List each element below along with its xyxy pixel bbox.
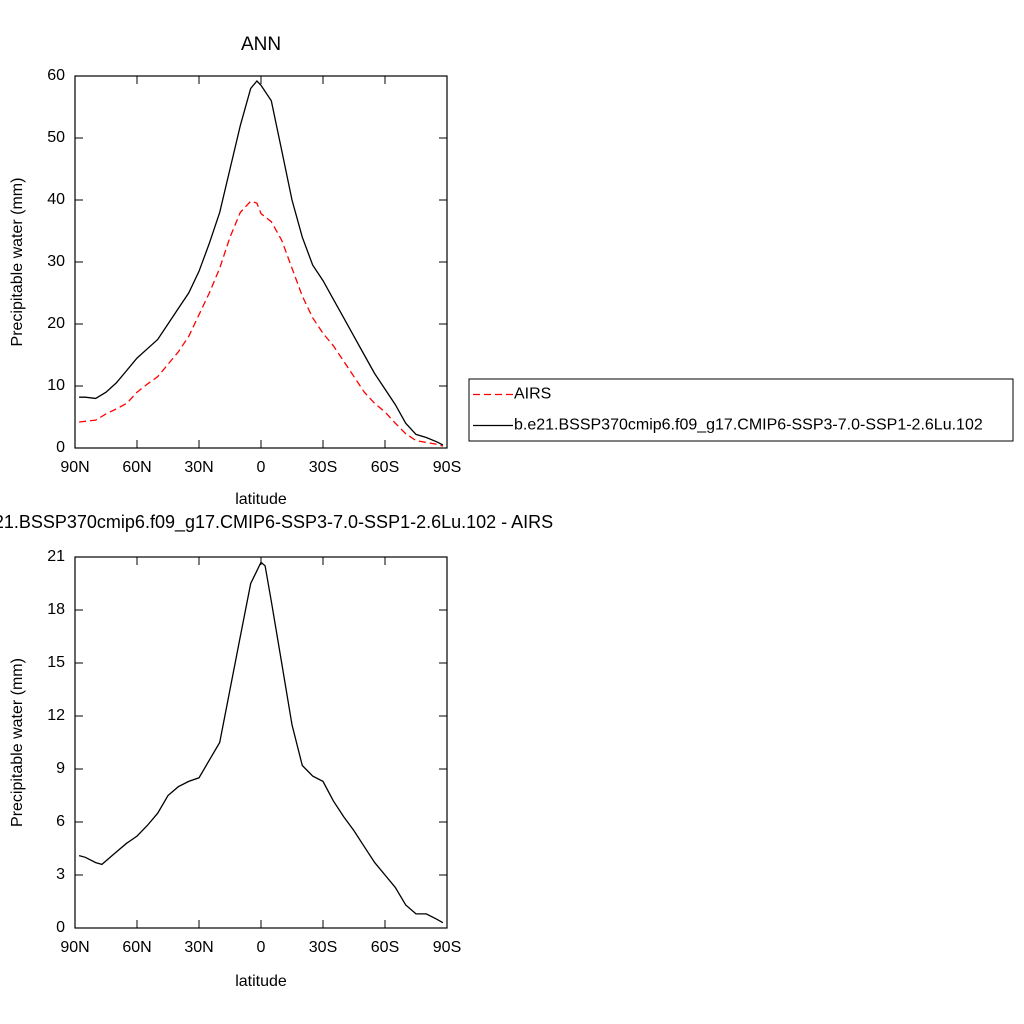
y-tick-label: 20 [47,315,65,332]
y-tick-label: 30 [47,253,65,270]
x-tick-label: 90S [433,939,461,956]
y-axis-label: Precipitable water (mm) [9,178,26,347]
x-tick-label: 60N [122,459,151,476]
x-tick-label: 30S [309,459,337,476]
y-tick-label: 18 [47,601,65,618]
x-tick-label: 60S [371,459,399,476]
y-tick-label: 40 [47,191,65,208]
data-line [79,80,444,446]
legend-box [468,378,1014,442]
y-tick-label: 50 [47,129,65,146]
x-tick-label: 30N [184,459,213,476]
chart-title: b.e21.BSSP370cmip6.f09_g17.CMIP6-SSP3-7.… [0,512,553,533]
y-tick-label: 6 [56,813,65,830]
y-tick-label: 15 [47,654,65,671]
y-tick-label: 12 [47,707,65,724]
plot-frame [74,75,448,449]
x-tick-label: 60N [122,939,151,956]
x-tick-label: 30N [184,939,213,956]
legend-label: b.e21.BSSP370cmip6.f09_g17.CMIP6-SSP3-7.… [514,417,983,434]
y-tick-label: 3 [56,866,65,883]
x-tick-label: 0 [257,459,266,476]
x-tick-label: 60S [371,939,399,956]
x-tick-label: 90N [60,939,89,956]
y-tick-label: 0 [56,439,65,456]
x-tick-label: 90S [433,459,461,476]
x-axis-label: latitude [235,973,287,990]
x-tick-label: 90N [60,459,89,476]
y-tick-label: 21 [47,548,65,565]
x-axis-label: latitude [235,491,287,508]
x-tick-label: 0 [257,939,266,956]
data-line [79,200,444,447]
y-tick-label: 60 [47,67,65,84]
legend-label: AIRS [514,386,551,403]
chart-title: ANN [241,34,281,55]
y-tick-label: 9 [56,760,65,777]
data-line [78,561,444,924]
y-axis-label: Precipitable water (mm) [9,658,26,827]
y-tick-label: 0 [56,919,65,936]
x-tick-label: 30S [309,939,337,956]
y-tick-label: 10 [47,377,65,394]
plot-frame [74,556,448,929]
